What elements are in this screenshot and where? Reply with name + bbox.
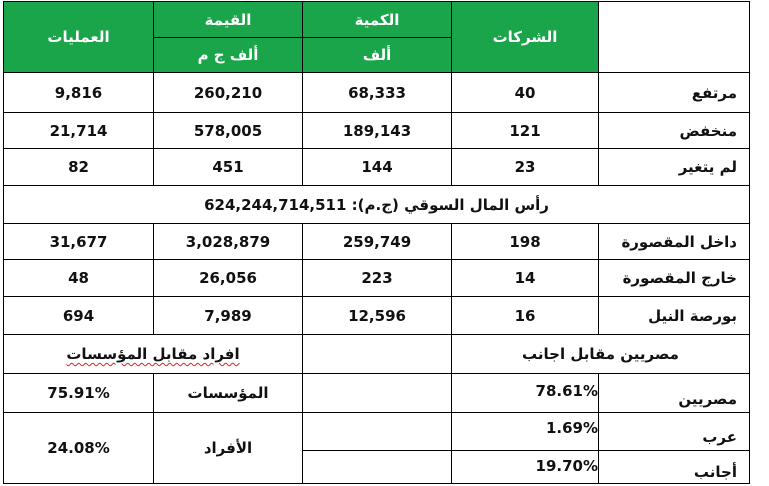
cell-quantity: 259,749 <box>302 223 452 260</box>
individuals-label: الأفراد <box>153 412 303 484</box>
cell-value: 7,989 <box>153 296 303 335</box>
cell-companies: 198 <box>451 223 599 260</box>
cell-operations: 9,816 <box>3 72 154 113</box>
spacer-cell <box>302 450 452 484</box>
cell-quantity: 12,596 <box>302 296 452 335</box>
spacer-cell <box>302 334 452 374</box>
institutions-pct: 75.91% <box>3 373 154 413</box>
individuals-vs-institutions-label: افراد مقابل المؤسسات <box>66 345 240 363</box>
egyptians-pct: 78.61% <box>451 373 599 413</box>
cell-operations: 31,677 <box>3 223 154 260</box>
cell-quantity: 223 <box>302 259 452 297</box>
cell-companies: 40 <box>451 72 599 113</box>
row-label-inside: داخل المقصورة <box>598 223 750 260</box>
cell-value: 26,056 <box>153 259 303 297</box>
row-label-down: منخفض <box>598 112 750 149</box>
row-label-nile: بورصة النيل <box>598 296 750 335</box>
header-corner-cell <box>598 1 750 73</box>
cell-value: 260,210 <box>153 72 303 113</box>
cell-value: 451 <box>153 148 303 186</box>
cell-companies: 23 <box>451 148 599 186</box>
cell-operations: 48 <box>3 259 154 297</box>
market-cap-row: رأس المال السوقي (ج.م): 624,244,714,511 <box>3 185 750 224</box>
individuals-pct: 24.08% <box>3 412 154 484</box>
cell-companies: 14 <box>451 259 599 297</box>
cell-quantity: 144 <box>302 148 452 186</box>
cell-quantity: 68,333 <box>302 72 452 113</box>
foreigners-label: أجانب <box>598 450 750 484</box>
cell-operations: 82 <box>3 148 154 186</box>
spacer-cell <box>302 373 452 413</box>
cell-value: 578,005 <box>153 112 303 149</box>
egyptians-label: مصريين <box>598 373 750 413</box>
egyptians-vs-foreigners-header: مصريين مقابل اجانب <box>451 334 750 374</box>
header-value: القيمة <box>153 1 303 38</box>
header-quantity-unit: ألف <box>302 37 452 73</box>
spacer-cell <box>302 412 452 451</box>
individuals-vs-institutions-header: افراد مقابل المؤسسات <box>3 334 303 374</box>
cell-companies: 16 <box>451 296 599 335</box>
cell-companies: 121 <box>451 112 599 149</box>
cell-value: 3,028,879 <box>153 223 303 260</box>
cell-quantity: 189,143 <box>302 112 452 149</box>
header-quantity: الكمية <box>302 1 452 38</box>
header-companies: الشركات <box>451 1 599 73</box>
institutions-label: المؤسسات <box>153 373 303 413</box>
row-label-unchanged: لم يتغير <box>598 148 750 186</box>
arabs-label: عرب <box>598 412 750 451</box>
row-label-up: مرتفع <box>598 72 750 113</box>
row-label-outside: خارج المقصورة <box>598 259 750 297</box>
cell-operations: 694 <box>3 296 154 335</box>
header-value-unit: ألف ج م <box>153 37 303 73</box>
header-operations: العمليات <box>3 1 154 73</box>
cell-operations: 21,714 <box>3 112 154 149</box>
foreigners-pct: 19.70% <box>451 450 599 484</box>
arabs-pct: 1.69% <box>451 412 599 451</box>
